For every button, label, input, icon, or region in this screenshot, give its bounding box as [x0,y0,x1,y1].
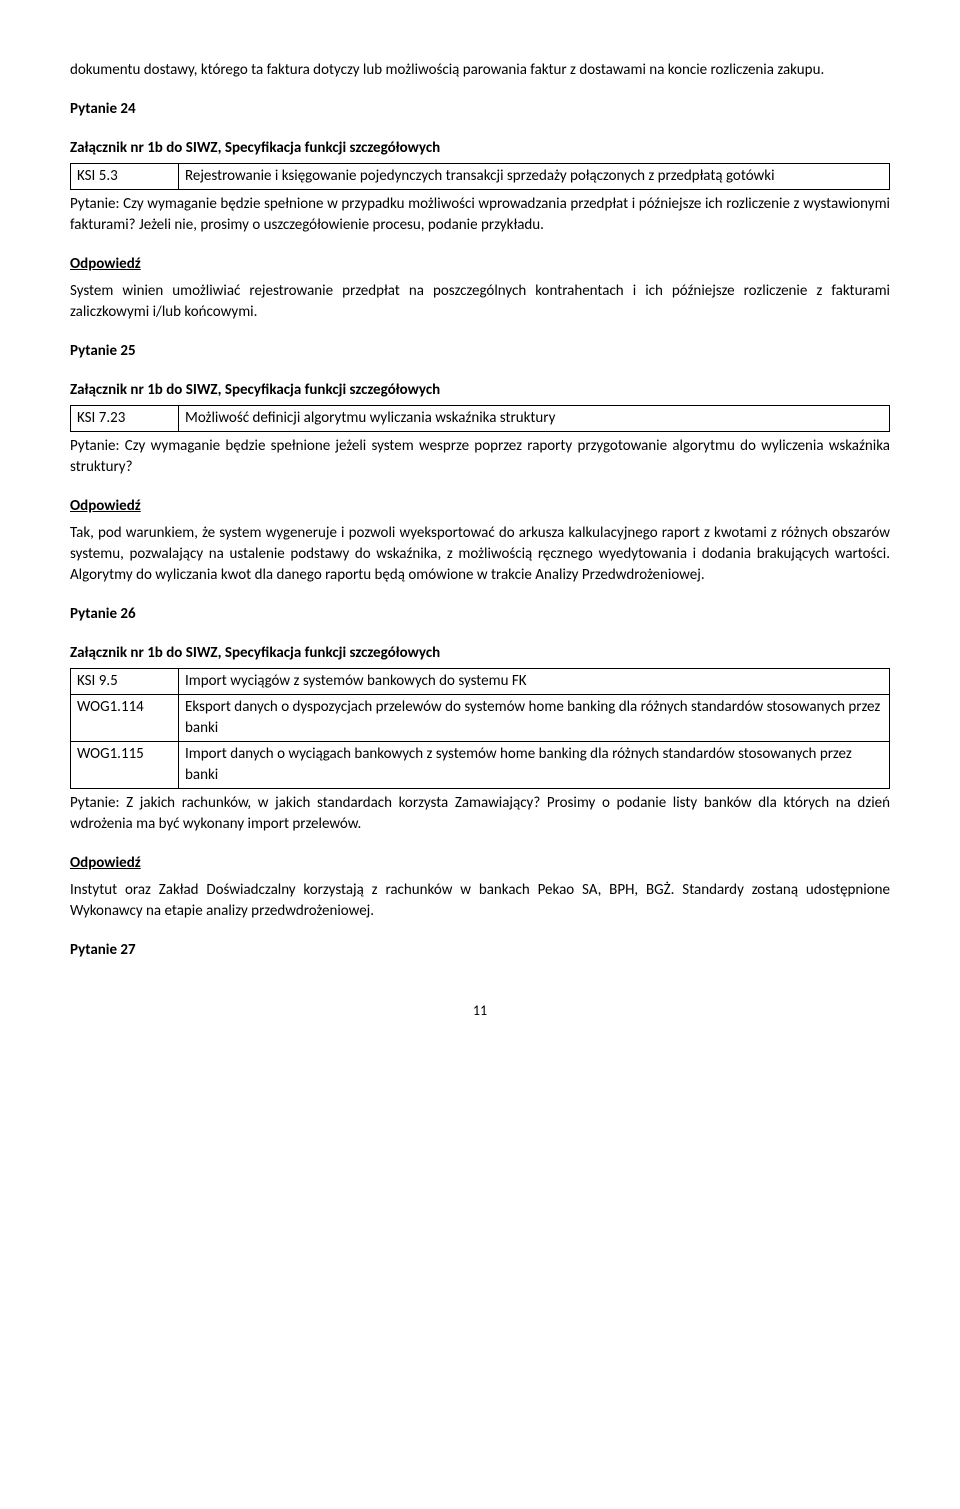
answer-text-24: System winien umożliwiać rejestrowanie p… [70,281,890,323]
question-text-24: Pytanie: Czy wymaganie będzie spełnione … [70,194,890,236]
question-24-heading: Pytanie 24 [70,99,890,120]
attachment-line-25: Załącznik nr 1b do SIWZ, Specyfikacja fu… [70,380,890,401]
answer-label-25: Odpowiedź [70,496,890,517]
code-cell: WOG1.115 [71,742,179,789]
answer-text-25: Tak, pod warunkiem, że system wygeneruje… [70,523,890,586]
table-row: KSI 7.23 Możliwość definicji algorytmu w… [71,406,890,432]
code-cell: KSI 5.3 [71,164,179,190]
answer-label-24: Odpowiedź [70,254,890,275]
text-cell: Import danych o wyciągach bankowych z sy… [179,742,890,789]
table-row: WOG1.114 Eksport danych o dyspozycjach p… [71,695,890,742]
table-row: WOG1.115 Import danych o wyciągach banko… [71,742,890,789]
table-row: KSI 5.3 Rejestrowanie i księgowanie poje… [71,164,890,190]
text-cell: Możliwość definicji algorytmu wyliczania… [179,406,890,432]
code-cell: KSI 7.23 [71,406,179,432]
table-q26: KSI 9.5 Import wyciągów z systemów banko… [70,668,890,789]
text-cell: Import wyciągów z systemów bankowych do … [179,669,890,695]
question-25-heading: Pytanie 25 [70,341,890,362]
attachment-line-24: Załącznik nr 1b do SIWZ, Specyfikacja fu… [70,138,890,159]
code-cell: KSI 9.5 [71,669,179,695]
table-q24: KSI 5.3 Rejestrowanie i księgowanie poje… [70,163,890,190]
question-text-26: Pytanie: Z jakich rachunków, w jakich st… [70,793,890,835]
table-row: KSI 9.5 Import wyciągów z systemów banko… [71,669,890,695]
answer-text-26: Instytut oraz Zakład Doświadczalny korzy… [70,880,890,922]
question-text-25: Pytanie: Czy wymaganie będzie spełnione … [70,436,890,478]
code-cell: WOG1.114 [71,695,179,742]
answer-label-26: Odpowiedź [70,853,890,874]
page-number: 11 [70,1001,890,1021]
question-27-heading: Pytanie 27 [70,940,890,961]
text-cell: Rejestrowanie i księgowanie pojedynczych… [179,164,890,190]
table-q25: KSI 7.23 Możliwość definicji algorytmu w… [70,405,890,432]
question-26-heading: Pytanie 26 [70,604,890,625]
attachment-line-26: Załącznik nr 1b do SIWZ, Specyfikacja fu… [70,643,890,664]
text-cell: Eksport danych o dyspozycjach przelewów … [179,695,890,742]
intro-paragraph: dokumentu dostawy, którego ta faktura do… [70,60,890,81]
